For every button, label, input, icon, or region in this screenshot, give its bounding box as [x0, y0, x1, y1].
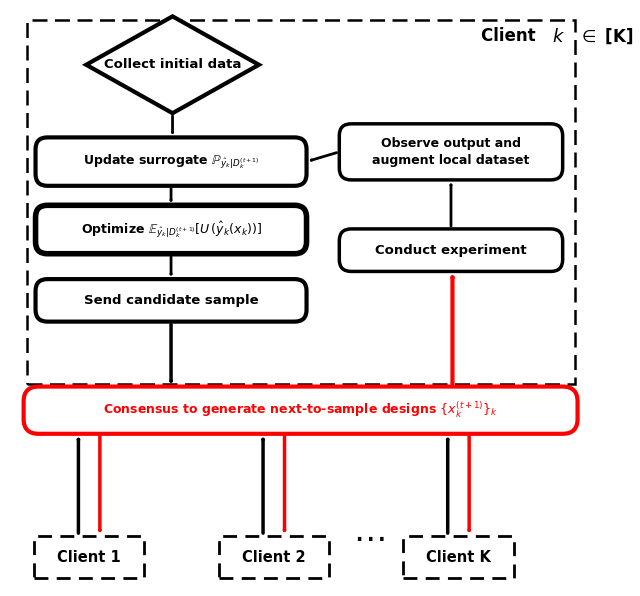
- FancyBboxPatch shape: [36, 205, 307, 254]
- Bar: [34, 536, 144, 579]
- Text: Observe output and
augment local dataset: Observe output and augment local dataset: [372, 137, 530, 167]
- FancyBboxPatch shape: [339, 229, 563, 271]
- FancyBboxPatch shape: [339, 124, 563, 180]
- Text: $\in$ [K]: $\in$ [K]: [572, 26, 633, 45]
- Text: $k$: $k$: [552, 28, 565, 46]
- Text: Update surrogate $\mathbb{P}_{\hat{y}_k|D_k^{(t+1)}}$: Update surrogate $\mathbb{P}_{\hat{y}_k|…: [83, 153, 259, 171]
- Text: Client: Client: [481, 27, 542, 45]
- FancyBboxPatch shape: [24, 387, 577, 434]
- Text: Optimize $\mathbb{E}_{\hat{y}_k|D_k^{(t+1)}}[U\,(\hat{y}_k(x_k))]$: Optimize $\mathbb{E}_{\hat{y}_k|D_k^{(t+…: [81, 219, 262, 240]
- FancyBboxPatch shape: [36, 138, 307, 186]
- Text: Consensus to generate next-to-sample designs $\{x_k^{(t+1)}\}_k$: Consensus to generate next-to-sample des…: [103, 400, 498, 420]
- Text: Conduct experiment: Conduct experiment: [375, 244, 527, 257]
- Text: Collect initial data: Collect initial data: [104, 58, 241, 72]
- Bar: [403, 536, 513, 579]
- Text: Send candidate sample: Send candidate sample: [84, 294, 259, 307]
- Text: Client 1: Client 1: [57, 550, 121, 564]
- Text: $\cdots$: $\cdots$: [353, 521, 385, 554]
- FancyBboxPatch shape: [36, 279, 307, 322]
- Bar: [27, 20, 575, 384]
- Bar: [219, 536, 329, 579]
- Text: Client K: Client K: [426, 550, 491, 564]
- Polygon shape: [86, 16, 259, 113]
- Text: Client 2: Client 2: [242, 550, 305, 564]
